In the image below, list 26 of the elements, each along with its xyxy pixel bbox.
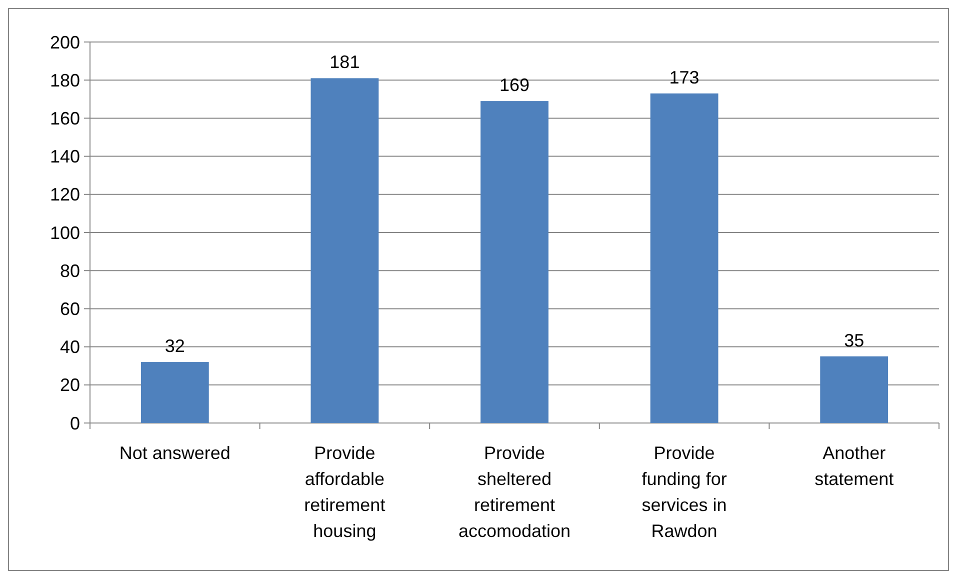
y-tick-label: 140: [50, 146, 80, 167]
y-tick-label: 20: [60, 375, 80, 396]
x-tick-label: Another statement: [814, 443, 894, 489]
x-tick-label: Not answered: [119, 443, 230, 463]
y-tick-label: 160: [50, 108, 80, 128]
data-label: 35: [844, 330, 864, 350]
bar: [650, 93, 718, 423]
bar: [820, 356, 888, 423]
data-label: 181: [330, 52, 360, 72]
bar: [140, 362, 209, 423]
y-tick-label: 80: [60, 260, 80, 281]
x-tick-label: Provide sheltered retirement accomodation: [458, 443, 571, 541]
y-tick-label: 200: [50, 32, 80, 52]
x-tick-label: Provide affordable retirement housing: [304, 443, 386, 541]
y-tick-label: 100: [50, 222, 80, 243]
x-tick-label: Provide funding for services in Rawdon: [642, 443, 727, 541]
bar: [480, 101, 548, 423]
y-tick-label: 60: [60, 299, 80, 319]
bar: [310, 78, 379, 423]
y-tick-label: 180: [50, 70, 80, 90]
y-tick-label: 0: [70, 413, 80, 434]
data-label: 169: [499, 75, 530, 96]
data-label: 32: [164, 336, 185, 356]
y-tick-label: 120: [50, 184, 80, 205]
y-tick-label: 40: [60, 337, 80, 358]
data-label: 173: [669, 67, 700, 88]
